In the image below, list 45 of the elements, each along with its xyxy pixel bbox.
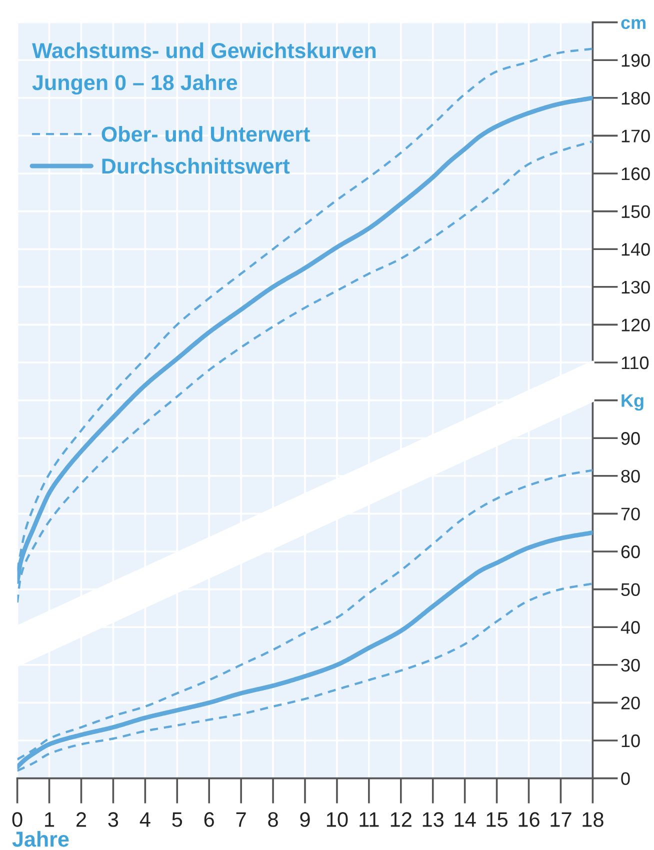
x-tick-label: 13 [422,812,444,827]
y-tick-label: 160 [622,167,650,180]
y-tick-label: 60 [621,545,640,558]
x-tick-label: 12 [390,812,412,827]
y-tick-label: cm [621,19,646,30]
y-tick-label: 180 [622,92,650,105]
y-tick-label: 10 [622,734,640,748]
y-tick-label: 30 [621,658,640,672]
y-tick-label: 190 [622,54,650,67]
x-tick-label: 4 [140,812,150,827]
x-axis-title: Jahre [12,831,69,847]
y-tick-label: 0 [621,772,630,786]
x-tick-label: 11 [360,812,379,827]
x-tick-label: 3 [108,812,118,827]
x-tick-label: 1 [45,812,54,827]
y-tick-label: Kg [622,394,644,411]
x-tick-label: 15 [486,812,508,827]
y-tick-label: 90 [621,432,640,445]
y-tick-label: 170 [622,130,650,142]
y-tick-label: 120 [622,318,650,332]
x-tick-label: 8 [268,812,278,827]
y-tick-label: 70 [621,508,640,520]
x-tick-label: 14 [454,812,476,827]
x-tick-label: 16 [518,812,540,827]
y-tick-label: 110 [622,356,649,370]
y-tick-label: 150 [622,205,650,218]
x-tick-label: 10 [326,812,348,827]
legend-label: Durchschnittswert [102,158,290,174]
y-tick-label: 130 [622,280,650,294]
y-tick-label: 80 [621,470,640,483]
x-tick-label: 7 [236,812,246,827]
y-tick-label: 40 [620,621,640,634]
y-tick-label: 50 [621,583,640,596]
x-tick-label: 6 [204,812,214,827]
x-tick-label: 0 [12,812,22,827]
x-tick-label: 17 [550,812,572,827]
x-tick-label: 18 [582,812,604,827]
y-tick-label: 20 [621,696,640,710]
text: Wachstums- und Gewichtskurven [32,42,376,58]
text: Jungen 0 – 18 Jahre [32,74,238,95]
legend-label: Ober- und Unterwert [102,126,310,142]
x-tick-label: 9 [300,812,310,827]
x-tick-label: 5 [172,812,182,827]
x-tick-label: 2 [76,812,86,827]
y-tick-label: 140 [622,243,650,256]
